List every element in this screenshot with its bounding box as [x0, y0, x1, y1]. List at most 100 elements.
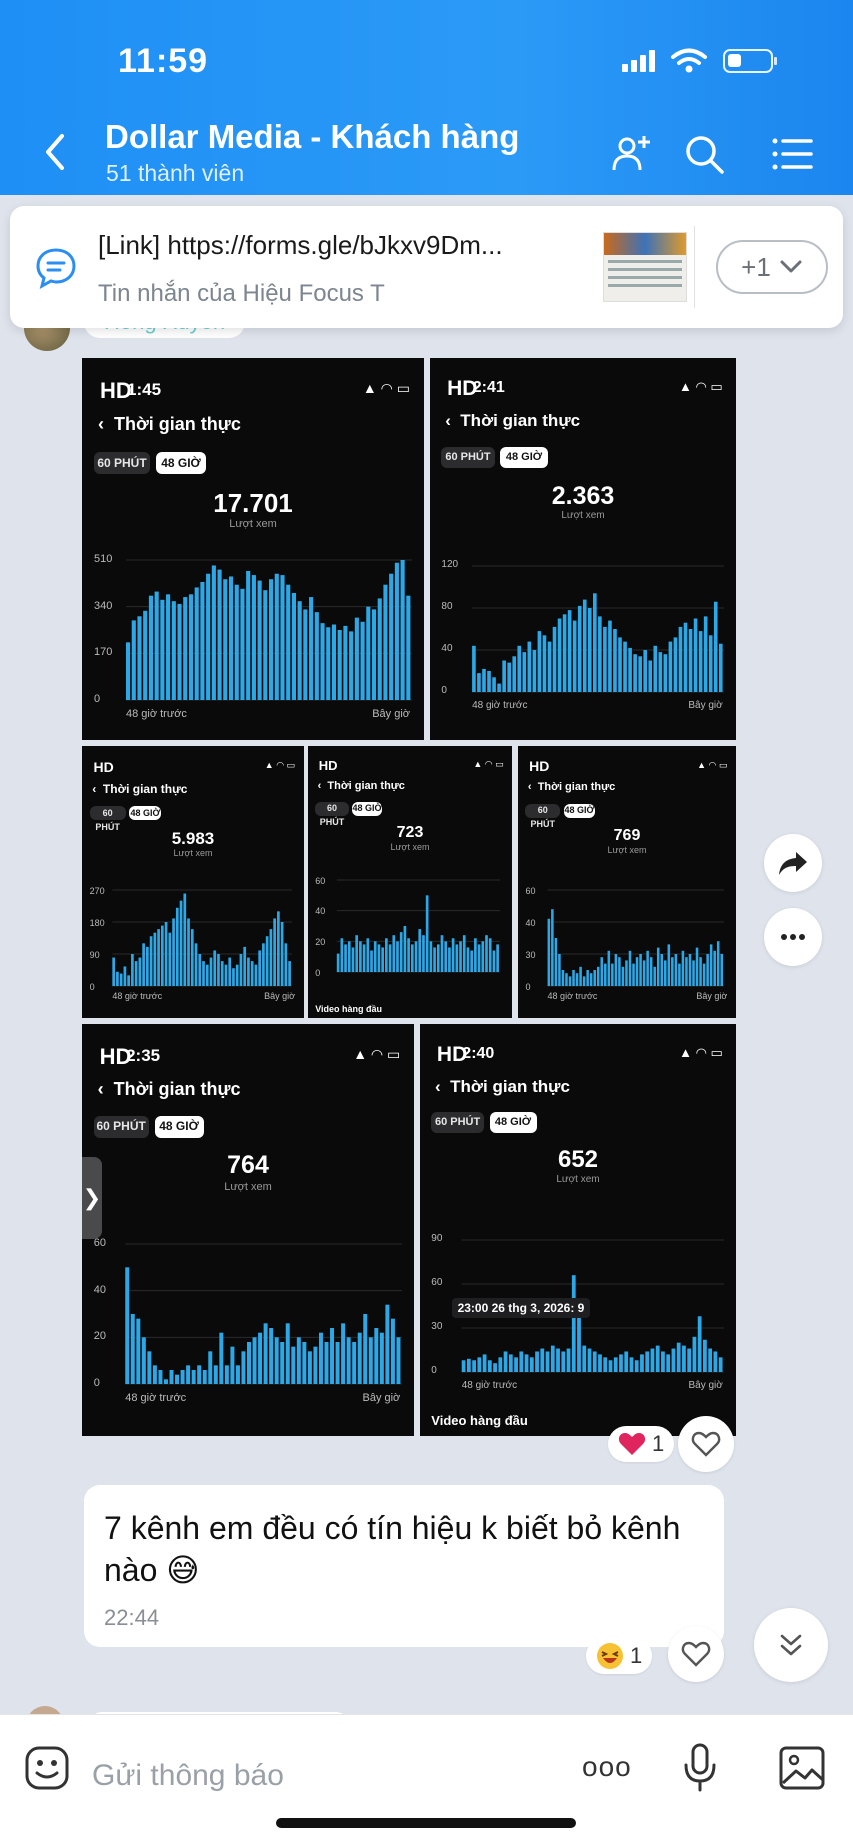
more-options-button[interactable] — [764, 908, 822, 966]
chart-bar — [410, 944, 414, 972]
chart-bar — [303, 609, 308, 700]
chart-bar — [258, 950, 262, 986]
chart-bar — [524, 1354, 529, 1372]
chart-bar — [314, 612, 319, 700]
chart-bar — [678, 626, 683, 692]
chart-bar — [608, 620, 612, 692]
chart-bar — [587, 1348, 592, 1372]
chart-bar — [537, 631, 542, 692]
pinned-thumbnail[interactable] — [603, 232, 687, 302]
text-message[interactable]: 7 kênh em đều có tín hiệu k biết bỏ kênh… — [84, 1485, 724, 1647]
back-title: ‹ Thời gian thực — [435, 1076, 570, 1096]
more-actions-icon[interactable]: ooo — [582, 1751, 632, 1782]
x-end-label: Bây giờ — [688, 699, 723, 711]
analytics-screenshot[interactable]: HD ▲ ◠ ▭ ‹ Thời gian thực 60 PHÚT 48 GIỜ 723 L… — [308, 746, 512, 1018]
chart-bar — [330, 1328, 335, 1384]
scroll-to-bottom-button[interactable] — [754, 1608, 828, 1682]
chart-bar — [658, 652, 663, 692]
chart-bar — [127, 975, 130, 986]
chart-bar — [257, 580, 262, 700]
hd-badge: HD — [100, 378, 132, 403]
pinned-message[interactable]: [Link] https://forms.gle/bJkxv9Dm... Tin… — [10, 206, 843, 328]
message-input[interactable]: Gửi thông báo — [92, 1759, 284, 1792]
x-end-label: Bây giờ — [696, 990, 728, 1001]
emoji-icon[interactable] — [24, 1745, 70, 1791]
y-tick-label: 270 — [89, 885, 105, 896]
y-tick-label: 0 — [441, 685, 447, 697]
analytics-screenshot[interactable]: HD ▲ ◠ ▭ ‹ Thời gian thực 60 PHÚT 48 GIỜ 5.98… — [82, 746, 304, 1018]
chart-bar — [482, 668, 486, 692]
chart-bar — [228, 576, 234, 700]
chart-bar — [368, 1337, 373, 1384]
chip-60-min: 60 PHÚT — [525, 804, 561, 829]
chart-bar — [418, 929, 422, 972]
chart-bar — [318, 1332, 323, 1384]
search-icon[interactable] — [682, 132, 726, 176]
analytics-screenshot[interactable]: HD 2:40 ▲ ◠ ▭ ‹ Thời gian thực 60 PHÚT 48 GIỜ… — [420, 1024, 736, 1436]
chart-bar — [629, 1357, 634, 1372]
chart-bar — [444, 941, 448, 972]
image-gallery-icon[interactable] — [778, 1745, 826, 1791]
chart-bar — [302, 1342, 307, 1384]
back-title: ‹ Thời gian thực — [98, 414, 241, 434]
status-icons: ▲ ◠ ▭ — [362, 380, 410, 396]
chart-bar — [217, 954, 220, 986]
expand-tab[interactable]: ❯ — [82, 1157, 102, 1239]
add-member-icon[interactable] — [610, 132, 654, 176]
heart-reaction-summary[interactable]: 1 — [608, 1426, 675, 1462]
chart-bar — [706, 954, 709, 986]
chart-bar — [197, 1365, 202, 1384]
status-icons: ▲ ◠ ▭ — [353, 1045, 401, 1062]
chart-bar — [131, 954, 134, 986]
chart-bar — [618, 637, 622, 692]
screen-time: 2:40 — [462, 1044, 495, 1062]
react-button[interactable] — [678, 1416, 734, 1472]
laugh-reaction-summary[interactable]: 1 — [586, 1638, 653, 1674]
chart-bar — [586, 970, 589, 986]
menu-list-icon[interactable] — [770, 132, 814, 176]
analytics-screenshot[interactable]: HD 2:41 ▲ ◠ ▭ ‹ Thời gian thực 60 PHÚT 48 GIỜ… — [430, 358, 736, 740]
react-button-message[interactable] — [668, 1626, 724, 1682]
chip-48-hours: 48 GIỜ — [154, 1116, 204, 1138]
chat-title[interactable]: Dollar Media - Khách hàng — [105, 118, 520, 155]
microphone-icon[interactable] — [682, 1743, 718, 1793]
chart-bar — [481, 941, 485, 972]
chart-bar — [455, 944, 459, 972]
chart-bar — [116, 971, 119, 986]
chart-bar — [399, 932, 403, 972]
chart-bar — [235, 1365, 240, 1384]
chart-bar — [713, 1351, 718, 1372]
forward-button[interactable] — [764, 834, 822, 892]
screen-time: 1:45 — [127, 380, 162, 399]
chart-bar — [497, 683, 501, 692]
laugh-reaction-count: 1 — [630, 1643, 643, 1668]
chart-bar — [390, 1318, 395, 1384]
member-count[interactable]: 51 thành viên — [106, 160, 245, 186]
pinned-link-text[interactable]: [Link] https://forms.gle/bJkxv9Dm... — [98, 230, 503, 260]
chart-bar — [269, 929, 273, 986]
chip-48-hours: 48 GIỜ — [129, 806, 162, 821]
chart-bar — [682, 1345, 686, 1372]
chart-bar — [632, 963, 635, 986]
chart-bar — [613, 629, 617, 692]
analytics-screenshot[interactable]: HD 1:45 ▲ ◠ ▭ ‹ Thời gian thực 60 PHÚT 48 GIỜ… — [82, 358, 424, 740]
views-label: Lượt xem — [173, 848, 213, 859]
chart-bar — [360, 621, 365, 700]
analytics-screenshot[interactable]: HD 2:35 ▲ ◠ ▭ ‹ Thời gian thực 60 PHÚT 48 GIỜ… — [82, 1024, 414, 1436]
analytics-screenshot[interactable]: HD ▲ ◠ ▭ ‹ Thời gian thực 60 PHÚT 48 GIỜ 769 L… — [518, 746, 736, 1018]
chart-bar — [136, 1318, 141, 1384]
chart-bar — [664, 960, 667, 986]
chart-bar — [496, 944, 499, 972]
chip-60-min: 60 PHÚT — [315, 802, 349, 827]
chart-bar — [280, 575, 285, 700]
chart-bar — [262, 943, 265, 986]
back-icon[interactable] — [40, 132, 70, 172]
chart-bar — [688, 629, 693, 692]
y-tick-label: 0 — [93, 1377, 100, 1390]
chart-bar — [703, 616, 708, 692]
pinned-more-button[interactable]: +1 — [716, 240, 828, 294]
chart-bar — [492, 677, 496, 692]
chart-bar — [634, 1360, 639, 1372]
chart-bar — [403, 926, 407, 972]
message-time: 22:44 — [104, 1605, 160, 1630]
